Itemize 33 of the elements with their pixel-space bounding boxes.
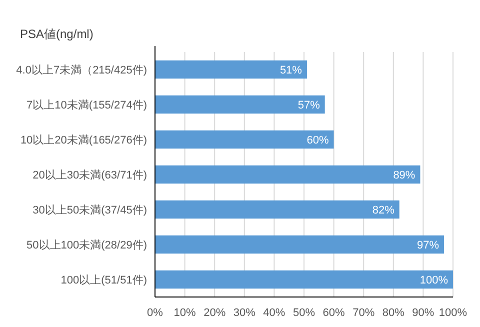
y-tick-label: 4.0以上7未満（215/425件) <box>16 64 147 76</box>
bar <box>155 165 420 184</box>
y-tick-label: 20以上30未満(63/71件) <box>32 168 147 182</box>
data-label: 100% <box>420 274 448 286</box>
bar <box>155 235 444 254</box>
bar <box>155 270 453 289</box>
x-tick-label: 40% <box>263 307 286 319</box>
y-tick-label: 100以上(51/51件) <box>60 274 147 286</box>
x-tick-label: 60% <box>322 307 346 319</box>
bar <box>155 60 307 79</box>
y-tick-label: 50以上100未満(28/29件) <box>26 238 147 252</box>
data-label: 57% <box>298 100 320 112</box>
x-tick-label: 10% <box>174 307 196 319</box>
data-label: 60% <box>306 134 330 146</box>
x-tick-label: 80% <box>382 307 405 319</box>
x-tick-label: 90% <box>412 307 434 319</box>
x-tick-label: 20% <box>204 307 226 319</box>
x-tick-label: 50% <box>292 307 316 319</box>
data-label: 82% <box>372 204 395 216</box>
y-tick-label: 10以上20未満(165/276件) <box>20 134 147 146</box>
y-tick-label: 30以上50未満(37/45件) <box>32 204 147 216</box>
y-tick-label: 7以上10未満(155/274件) <box>26 98 147 112</box>
bar <box>155 130 334 149</box>
x-tick-label: 100% <box>438 307 468 319</box>
data-label: 51% <box>280 64 302 76</box>
x-tick-label: 70% <box>352 307 375 319</box>
y-axis-title: PSA値(ng/ml) <box>20 27 94 41</box>
data-label: 89% <box>393 170 416 182</box>
x-tick-label: 30% <box>233 307 256 319</box>
data-label: 97% <box>417 240 440 252</box>
bar <box>155 95 325 114</box>
x-tick-label: 0% <box>147 307 164 319</box>
bar <box>155 200 400 219</box>
